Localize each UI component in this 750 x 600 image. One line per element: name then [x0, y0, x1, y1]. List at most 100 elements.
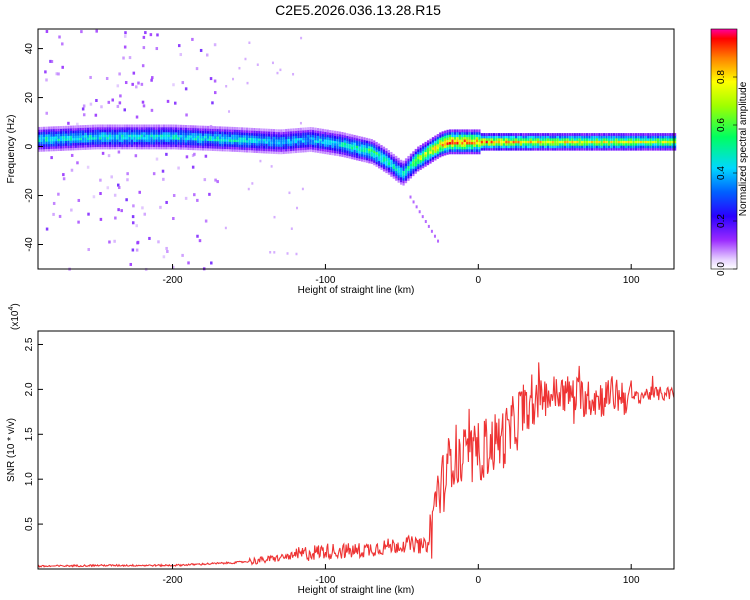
ridge-cell [365, 142, 368, 146]
ridge-cell [184, 127, 187, 131]
ridge-cell [113, 136, 117, 140]
ridge-cell [473, 134, 476, 138]
ridge-cell [346, 133, 349, 137]
ridge-cell [309, 146, 312, 150]
ridge-cell [395, 158, 398, 162]
ridge-cell [294, 150, 298, 154]
ridge-cell [96, 131, 99, 135]
noise-cell [128, 56, 132, 60]
noise-cell [211, 101, 214, 105]
ridge-cell [466, 131, 469, 135]
ridge-cell [167, 139, 170, 143]
ridge-cell [356, 137, 359, 141]
ridge-cell [485, 137, 488, 141]
ridge-cell [573, 135, 576, 139]
ridge-cell [336, 150, 339, 154]
ridge-cell [593, 142, 596, 146]
ridge-cell [302, 144, 305, 148]
noise-cell [55, 72, 59, 76]
ridge-cell [492, 145, 496, 149]
ridge-cell [221, 128, 224, 132]
ridge-cell [241, 132, 244, 136]
ridge-cell [622, 137, 625, 141]
ridge-cell [505, 133, 508, 136]
ridge-cell [642, 145, 645, 149]
ridge-cell [50, 141, 53, 144]
ridge-cell [625, 142, 628, 146]
noise-cell [142, 46, 146, 50]
ridge-cell [106, 146, 109, 150]
ridge-cell [559, 147, 562, 151]
ridge-cell [277, 139, 280, 142]
ridge-cell [297, 150, 300, 153]
ridge-cell [167, 124, 170, 128]
ridge-cell [532, 142, 535, 146]
ridge-cell [382, 161, 386, 165]
ridge-cell [326, 139, 329, 143]
ridge-cell [351, 136, 354, 140]
ridge-cell [238, 149, 241, 153]
spectrogram-y-tick-label: 0 [24, 143, 35, 149]
ridge-cell [473, 149, 476, 152]
ridge-cell [116, 139, 119, 143]
ridge-cell [669, 140, 672, 144]
noise-cell [111, 98, 114, 102]
ridge-cell [537, 147, 540, 151]
ridge-cell [537, 140, 540, 144]
ridge-cell [250, 132, 254, 136]
ridge-cell [512, 147, 515, 151]
ridge-cell [639, 142, 642, 146]
ridge-cell [219, 131, 222, 135]
ridge-cell [532, 135, 535, 139]
ridge-cell [223, 146, 227, 150]
ridge-cell [625, 133, 628, 136]
ridge-cell [206, 145, 209, 149]
ridge-cell [382, 151, 386, 155]
ridge-cell [140, 131, 143, 135]
ridge-cell [172, 144, 175, 147]
ridge-cell [502, 135, 505, 139]
ridge-cell [94, 141, 97, 145]
ridge-cell [150, 134, 153, 138]
ridge-cell [642, 133, 645, 136]
ridge-cell [595, 135, 598, 139]
ridge-cell [204, 147, 207, 151]
ridge-cell [219, 148, 222, 152]
ridge-cell [610, 133, 613, 136]
ridge-cell [64, 138, 68, 141]
ridge-cell [385, 155, 388, 159]
ridge-cell [42, 138, 46, 142]
ridge-cell [184, 139, 187, 143]
noise-cell [131, 248, 135, 252]
ridge-cell [182, 124, 185, 128]
ridge-cell [263, 128, 266, 132]
ridge-cell [126, 141, 129, 145]
ridge-cell [446, 142, 449, 145]
noise-cell [120, 209, 123, 213]
ridge-cell [448, 129, 452, 133]
ridge-cell [177, 146, 180, 150]
colorbar: 0.00.20.40.60.8 Normalized spectral ampl… [710, 28, 749, 276]
ridge-cell [392, 173, 395, 177]
ridge-cell [488, 133, 491, 136]
ridge-cell [248, 142, 251, 146]
ridge-cell [439, 152, 442, 155]
ridge-cell [86, 124, 90, 128]
ridge-cell [165, 146, 168, 150]
ridge-cell [201, 133, 205, 136]
ridge-cell [441, 143, 444, 147]
ridge-cell [351, 139, 354, 143]
ridge-cell [373, 142, 376, 146]
snr-y-tick-label: 2.0 [24, 382, 35, 396]
ridge-cell [497, 133, 501, 136]
ridge-cell [140, 136, 143, 140]
ridge-cell [189, 139, 192, 143]
ridge-cell [243, 127, 246, 131]
ridge-cell [517, 133, 520, 136]
ridge-cell [128, 144, 131, 147]
ridge-cell [353, 156, 356, 160]
ridge-cell [404, 163, 408, 167]
noise-cell [122, 56, 125, 60]
ridge-cell [113, 139, 117, 143]
ridge-cell [507, 142, 510, 146]
